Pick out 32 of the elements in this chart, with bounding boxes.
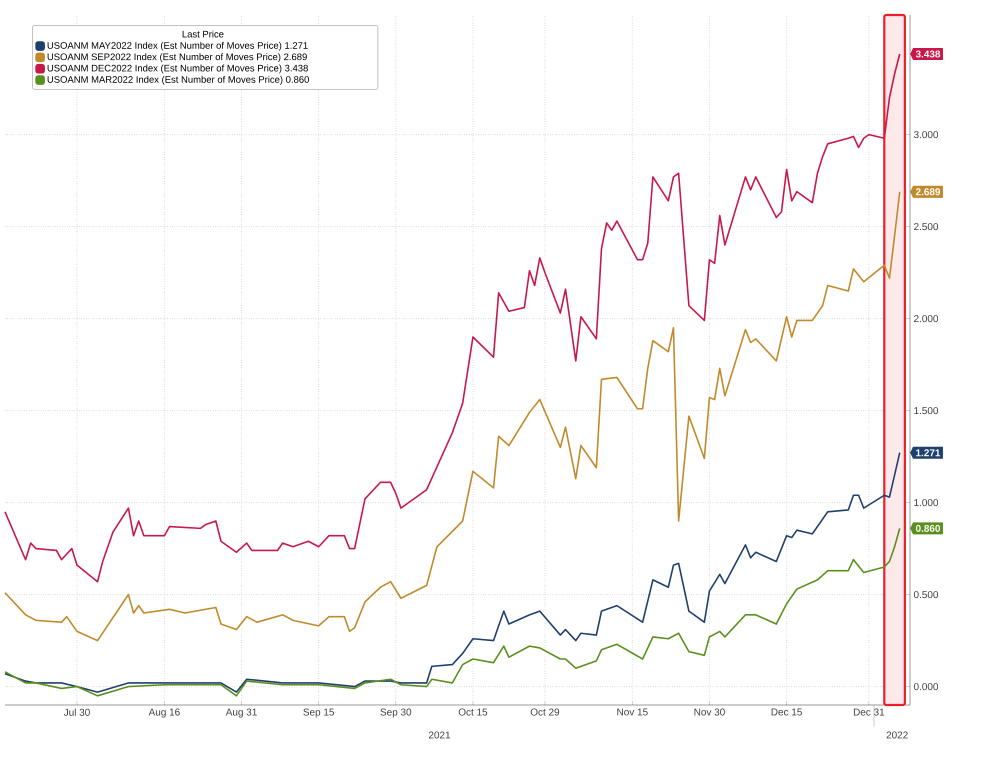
y-tick-label: 2.500 xyxy=(914,223,938,230)
x-tick-label: Dec 15 xyxy=(772,708,802,716)
line-series xyxy=(4,191,901,642)
y-tick-label: 2.000 xyxy=(914,315,938,322)
text: 2021 xyxy=(428,731,450,739)
y-tick-label: 0.500 xyxy=(914,591,938,598)
line-series xyxy=(4,528,901,697)
legend-title: Last Price xyxy=(182,30,224,38)
x-tick-label: Aug 16 xyxy=(148,708,180,718)
x-tick-label: Oct 15 xyxy=(458,708,488,716)
x-tick-label: Sep 15 xyxy=(303,708,334,718)
y-tick-label: 0.000 xyxy=(914,683,938,690)
x-tick-label: Nov 15 xyxy=(617,708,648,716)
y-tick-label: 1.500 xyxy=(914,407,938,414)
data-label: 0.860 xyxy=(916,524,940,532)
legend-label: USOANM MAY2022 Index (Est Number of Moves Price) 1.271 xyxy=(48,42,308,51)
y-tick-label: 1.000 xyxy=(914,499,938,506)
text: 2022 xyxy=(886,731,908,739)
line-series xyxy=(4,53,901,583)
data-label: 1.271 xyxy=(916,449,940,456)
x-tick-label: Oct 29 xyxy=(530,708,560,716)
x-tick-label: Nov 30 xyxy=(694,708,725,716)
x-tick-label: Sep 30 xyxy=(380,708,412,718)
legend-label: USOANM SEP2022 Index (Est Number of Moves Price) 2.689 xyxy=(48,53,307,62)
legend-label: USOANM DEC2022 Index (Est Number of Moves Price) 3.438 xyxy=(48,64,308,74)
data-label: 3.438 xyxy=(916,50,940,58)
x-tick-label: Aug 31 xyxy=(226,708,257,718)
data-label: 2.689 xyxy=(916,188,940,196)
legend-label: USOANM MAR2022 Index (Est Number of Moves Price) 0.860 xyxy=(48,76,309,85)
x-tick-label: Dec 31 xyxy=(854,708,884,716)
x-tick-label: Jul 30 xyxy=(64,708,90,716)
y-tick-label: 3.000 xyxy=(914,131,938,138)
